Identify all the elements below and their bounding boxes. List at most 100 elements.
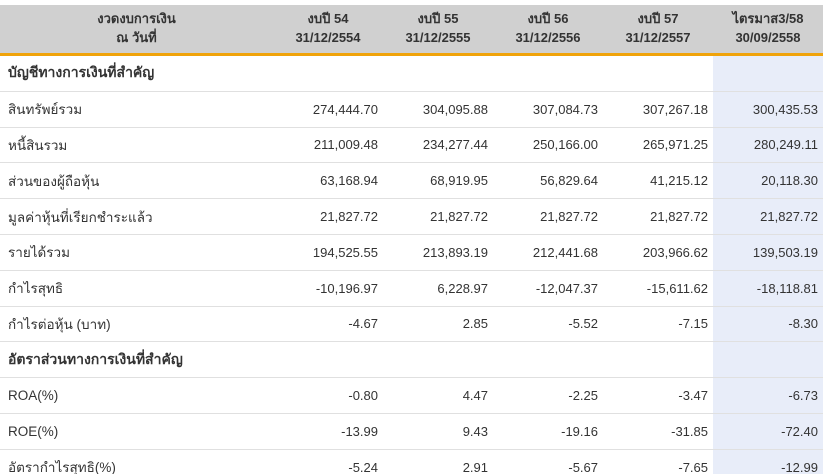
col-header-line2: 31/12/2557 [625, 30, 691, 45]
col-header-year-55: งบปี 55 31/12/2555 [383, 5, 493, 56]
value-cell: 20,118.30 [713, 162, 823, 200]
value-cell: 212,441.68 [493, 234, 603, 271]
value-cell [383, 341, 493, 379]
value-cell: 213,893.19 [383, 234, 493, 271]
col-header-line1: งบปี 56 [527, 11, 569, 27]
value-cell: -72.40 [713, 413, 823, 450]
section-row-key-accounts: บัญชีทางการเงินที่สำคัญ [0, 54, 823, 92]
value-cell: -18,118.81 [713, 270, 823, 307]
col-header-line2: ณ วันที่ [116, 30, 157, 45]
row-label: ROA(%) [0, 377, 273, 414]
value-cell [383, 54, 493, 92]
table-row-total-assets: สินทรัพย์รวม 274,444.70 304,095.88 307,0… [0, 91, 823, 128]
value-cell: 56,829.64 [493, 162, 603, 200]
value-cell: 21,827.72 [603, 198, 713, 235]
value-cell: 194,525.55 [273, 234, 383, 271]
value-cell: -0.80 [273, 377, 383, 414]
col-header-year-56: งบปี 56 31/12/2556 [493, 5, 603, 56]
row-label: ROE(%) [0, 413, 273, 450]
value-cell [713, 54, 823, 92]
col-header-line1: งบปี 55 [417, 11, 459, 27]
value-cell [273, 54, 383, 92]
col-header-period: งวดงบการเงิน ณ วันที่ [0, 5, 273, 56]
value-cell [713, 341, 823, 379]
value-cell [493, 54, 603, 92]
value-cell: -3.47 [603, 377, 713, 414]
row-label: กำไรสุทธิ [0, 270, 273, 307]
value-cell: -5.52 [493, 306, 603, 343]
value-cell: -10,196.97 [273, 270, 383, 307]
table-row-roa: ROA(%) -0.80 4.47 -2.25 -3.47 -6.73 [0, 377, 823, 414]
col-header-year-54: งบปี 54 31/12/2554 [273, 5, 383, 56]
value-cell [603, 341, 713, 379]
table-row-paid-up-capital: มูลค่าหุ้นที่เรียกชำระแล้ว 21,827.72 21,… [0, 198, 823, 235]
value-cell: 280,249.11 [713, 127, 823, 164]
table-row-roe: ROE(%) -13.99 9.43 -19.16 -31.85 -72.40 [0, 413, 823, 450]
col-header-line2: 31/12/2554 [295, 30, 361, 45]
value-cell: 300,435.53 [713, 91, 823, 128]
value-cell: 307,084.73 [493, 91, 603, 128]
section-row-key-ratios: อัตราส่วนทางการเงินที่สำคัญ [0, 341, 823, 379]
table-row-total-liabilities: หนี้สินรวม 211,009.48 234,277.44 250,166… [0, 127, 823, 164]
table-row-total-revenue: รายได้รวม 194,525.55 213,893.19 212,441.… [0, 234, 823, 271]
financial-statement-table: งวดงบการเงิน ณ วันที่ งบปี 54 31/12/2554… [0, 5, 823, 474]
value-cell: -8.30 [713, 306, 823, 343]
value-cell: 250,166.00 [493, 127, 603, 164]
value-cell: 68,919.95 [383, 162, 493, 200]
value-cell: 41,215.12 [603, 162, 713, 200]
value-cell: -5.24 [273, 449, 383, 474]
col-header-quarter-3-58: ไตรมาส3/58 30/09/2558 [713, 5, 823, 56]
value-cell: -7.15 [603, 306, 713, 343]
row-label: สินทรัพย์รวม [0, 91, 273, 128]
col-header-line2: 30/09/2558 [735, 30, 801, 45]
col-header-year-57: งบปี 57 31/12/2557 [603, 5, 713, 56]
value-cell: -15,611.62 [603, 270, 713, 307]
value-cell: 4.47 [383, 377, 493, 414]
value-cell: -31.85 [603, 413, 713, 450]
col-header-line1: งบปี 57 [637, 11, 679, 27]
value-cell: -6.73 [713, 377, 823, 414]
value-cell: 9.43 [383, 413, 493, 450]
row-label: ส่วนของผู้ถือหุ้น [0, 162, 273, 200]
value-cell: 139,503.19 [713, 234, 823, 271]
value-cell: -13.99 [273, 413, 383, 450]
col-header-line1: งวดงบการเงิน [97, 11, 176, 27]
table-row-net-profit-margin: อัตรากำไรสุทธิ(%) -5.24 2.91 -5.67 -7.65… [0, 449, 823, 474]
value-cell: -4.67 [273, 306, 383, 343]
value-cell: 265,971.25 [603, 127, 713, 164]
col-header-line2: 31/12/2555 [405, 30, 471, 45]
value-cell: 21,827.72 [493, 198, 603, 235]
value-cell: -12,047.37 [493, 270, 603, 307]
value-cell: -12.99 [713, 449, 823, 474]
value-cell: 234,277.44 [383, 127, 493, 164]
value-cell: -5.67 [493, 449, 603, 474]
value-cell: 2.91 [383, 449, 493, 474]
col-header-line2: 31/12/2556 [515, 30, 581, 45]
value-cell: 21,827.72 [273, 198, 383, 235]
value-cell: 63,168.94 [273, 162, 383, 200]
value-cell [493, 341, 603, 379]
table-row-shareholders-equity: ส่วนของผู้ถือหุ้น 63,168.94 68,919.95 56… [0, 162, 823, 200]
col-header-line1: ไตรมาส3/58 [732, 11, 804, 27]
section-label: บัญชีทางการเงินที่สำคัญ [0, 54, 273, 92]
value-cell: 203,966.62 [603, 234, 713, 271]
row-label: มูลค่าหุ้นที่เรียกชำระแล้ว [0, 198, 273, 235]
value-cell: 274,444.70 [273, 91, 383, 128]
row-label: กำไรต่อหุ้น (บาท) [0, 306, 273, 343]
table-header-row: งวดงบการเงิน ณ วันที่ งบปี 54 31/12/2554… [0, 5, 823, 56]
value-cell: -19.16 [493, 413, 603, 450]
value-cell: -7.65 [603, 449, 713, 474]
value-cell: -2.25 [493, 377, 603, 414]
col-header-line1: งบปี 54 [307, 11, 349, 27]
row-label: อัตรากำไรสุทธิ(%) [0, 449, 273, 474]
section-label: อัตราส่วนทางการเงินที่สำคัญ [0, 341, 273, 379]
row-label: หนี้สินรวม [0, 127, 273, 164]
row-label: รายได้รวม [0, 234, 273, 271]
value-cell: 307,267.18 [603, 91, 713, 128]
value-cell: 2.85 [383, 306, 493, 343]
value-cell: 21,827.72 [383, 198, 493, 235]
value-cell [273, 341, 383, 379]
value-cell: 21,827.72 [713, 198, 823, 235]
value-cell: 211,009.48 [273, 127, 383, 164]
